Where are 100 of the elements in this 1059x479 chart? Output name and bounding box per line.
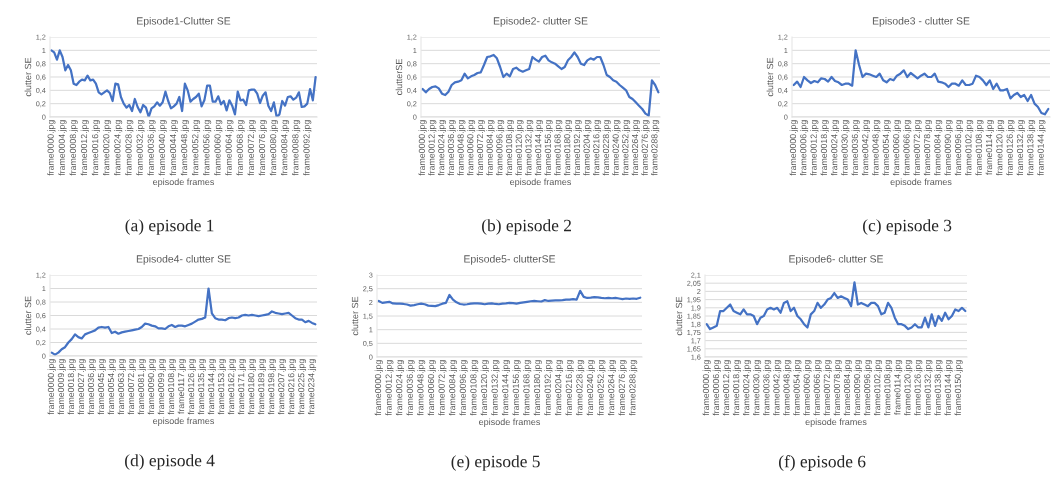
x-tick-label: frame0102.jpg: [873, 360, 883, 416]
x-tick-label: frame0126.jpg: [914, 360, 923, 416]
x-tick-label: frame0018.jpg: [820, 120, 829, 176]
x-tick-label: frame0096.jpg: [496, 120, 505, 176]
x-tick-label: frame0180.jpg: [247, 359, 256, 415]
x-tick-label: frame0108.jpg: [167, 359, 176, 415]
x-tick-label: frame0132.jpg: [525, 120, 534, 176]
y-axis-title: clutter SE: [675, 296, 683, 336]
x-tick-label: frame0234.jpg: [307, 359, 317, 415]
chart-title: Episode5- clutterSE: [464, 254, 556, 265]
x-tick-label: frame0063.jpg: [117, 359, 126, 415]
x-tick-label: frame0108.jpg: [883, 360, 893, 416]
x-tick-label: frame0240.jpg: [612, 120, 621, 176]
line-series: [50, 49, 317, 117]
x-tick-label: frame0054.jpg: [882, 120, 891, 176]
x-tick-label: frame0012.jpg: [810, 120, 819, 176]
x-tick-label: frame0090.jpg: [147, 359, 156, 415]
x-tick-label: frame0068.jpg: [236, 120, 245, 176]
x-tick-label: frame0066.jpg: [903, 120, 912, 176]
x-tick-label: frame0168.jpg: [554, 120, 563, 176]
x-tick-label: frame0240.jpg: [586, 360, 595, 416]
x-tick-label: frame0048.jpg: [872, 120, 881, 176]
x-tick-label: frame0020.jpg: [102, 120, 112, 176]
x-tick-label: frame0204.jpg: [554, 360, 564, 416]
x-tick-label: frame0144.jpg: [207, 359, 216, 415]
x-tick-label: frame0040.jpg: [158, 120, 167, 176]
x-tick-label: frame0000.jpg: [702, 360, 711, 416]
x-tick-label: frame0072.jpg: [913, 120, 922, 176]
text: (f) episode 6: [779, 455, 866, 471]
x-tick-label: frame0114.jpg: [985, 120, 994, 175]
x-tick-label: frame0060.jpg: [466, 120, 476, 176]
x-tick-label: frame0162.jpg: [227, 359, 236, 415]
x-tick-label: frame0132.jpg: [924, 360, 933, 416]
x-tick-label: frame0044.jpg: [169, 120, 178, 176]
x-tick-label: frame0036.jpg: [406, 360, 415, 416]
x-axis-title: episode frames: [153, 417, 215, 426]
x-tick-label: frame0027.jpg: [77, 359, 86, 415]
x-tick-label: frame0024.jpg: [114, 120, 123, 176]
x-tick-label: frame0088.jpg: [292, 120, 301, 176]
x-tick-label: frame0072.jpg: [127, 359, 136, 415]
x-tick-label: frame0030.jpg: [752, 360, 762, 416]
x-tick-label: frame0018.jpg: [67, 359, 76, 415]
x-tick-label: frame0092.jpg: [303, 120, 312, 176]
x-tick-label: frame0000.jpg: [374, 360, 383, 416]
x-tick-label: frame0084.jpg: [486, 120, 495, 176]
x-tick-label: frame0225.jpg: [297, 359, 307, 415]
x-tick-label: frame0036.jpg: [851, 120, 860, 176]
y-axis-title: clutter SE: [24, 57, 32, 97]
x-tick-label: frame0048.jpg: [180, 120, 189, 176]
x-tick-label: frame0060.jpg: [427, 360, 436, 416]
x-tick-label: frame0168.jpg: [523, 360, 532, 416]
x-tick-label: frame0090.jpg: [853, 360, 862, 416]
x-tick-label: frame0054.jpg: [107, 359, 116, 415]
line-series: [792, 49, 1050, 116]
line-series: [377, 289, 642, 308]
x-tick-label: frame0000.jpg: [47, 359, 56, 415]
x-tick-label: frame0156.jpg: [544, 120, 553, 176]
x-tick-label: frame0042.jpg: [861, 120, 871, 176]
x-tick-label: frame0084.jpg: [843, 360, 852, 416]
x-tick-label: frame0056.jpg: [203, 120, 212, 176]
x-tick-label: frame0036.jpg: [763, 360, 772, 416]
x-tick-label: frame0030.jpg: [841, 120, 850, 176]
x-tick-label: frame0117.jpg: [177, 359, 186, 414]
x-tick-label: frame0288.jpg: [629, 360, 638, 416]
x-tick-label: frame0192.jpg: [544, 360, 553, 416]
chart-title: Episode2- clutter SE: [493, 16, 588, 27]
text: (b) episode 2: [482, 219, 571, 235]
x-tick-label: frame0264.jpg: [607, 360, 617, 416]
x-tick-label: frame0189.jpg: [257, 359, 267, 415]
x-tick-label: frame0252.jpg: [622, 120, 631, 176]
x-tick-label: frame0126.jpg: [1006, 120, 1015, 176]
x-tick-label: frame0036.jpg: [87, 359, 96, 415]
x-tick-label: frame0096.jpg: [459, 360, 468, 416]
x-tick-label: frame0000.jpg: [789, 120, 798, 176]
x-tick-label: frame0144.jpg: [534, 120, 543, 176]
x-tick-label: frame0180.jpg: [533, 360, 542, 416]
x-tick-label: frame0144.jpg: [501, 360, 511, 416]
x-tick-label: frame0114.jpg: [894, 360, 903, 415]
x-tick-label: frame0216.jpg: [565, 360, 574, 416]
x-tick-label: frame0228.jpg: [602, 120, 611, 176]
text: (a) episode 1: [125, 219, 214, 235]
x-tick-label: frame0252.jpg: [597, 360, 606, 416]
x-tick-label: frame0171.jpg: [237, 359, 246, 415]
line-series: [421, 51, 660, 117]
x-tick-label: frame0207.jpg: [277, 359, 287, 415]
chart-title: Episode6- clutter SE: [789, 254, 884, 265]
x-tick-label: frame0180.jpg: [563, 120, 573, 176]
x-tick-label: frame0012.jpg: [80, 120, 89, 176]
x-tick-label: frame0090.jpg: [944, 120, 953, 176]
x-tick-label: frame0144.jpg: [1037, 120, 1046, 176]
x-tick-label: frame0000.jpg: [47, 120, 56, 176]
x-tick-label: frame0204.jpg: [583, 120, 592, 176]
x-tick-label: frame0012.jpg: [385, 360, 394, 416]
chart-title: Episode4- clutter SE: [136, 254, 231, 265]
x-axis-title: episode frames: [153, 178, 215, 187]
x-tick-label: frame0096.jpg: [954, 120, 963, 176]
x-tick-label: frame0060.jpg: [803, 360, 812, 416]
x-tick-label: frame0153.jpg: [217, 359, 226, 415]
x-tick-label: frame0024.jpg: [437, 120, 447, 176]
x-tick-label: frame0120.jpg: [515, 120, 524, 176]
